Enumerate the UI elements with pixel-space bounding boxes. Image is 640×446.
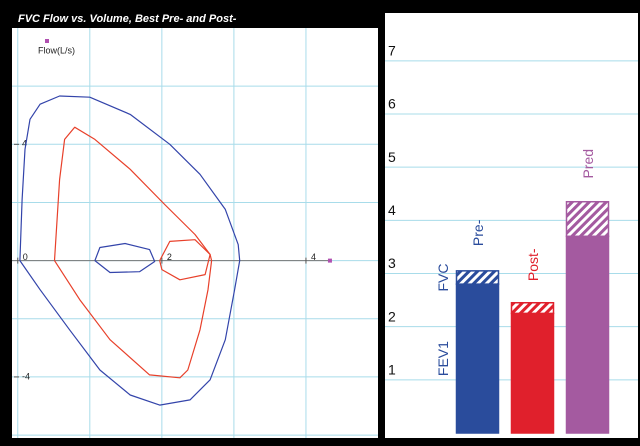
bar-segment <box>510 312 555 434</box>
category-label: Pre- <box>470 219 486 246</box>
bar-segment <box>565 235 610 434</box>
flow-volume-loop <box>159 239 211 281</box>
category-label: Post- <box>525 248 541 281</box>
flow-volume-loop <box>53 126 213 379</box>
flow-volume-loop <box>19 95 241 406</box>
flow-volume-loop <box>94 242 156 274</box>
bar-segment <box>455 283 500 434</box>
series-label: FEV1 <box>435 341 451 376</box>
panel-title: FVC Flow vs. Volume, Best Pre- and Post- <box>18 13 237 25</box>
y-tick-label: -4 <box>22 371 30 381</box>
bar-segment <box>455 270 500 285</box>
bar-segment <box>510 301 555 315</box>
y-tick-label: 6 <box>388 96 396 112</box>
x-tick-label: 2 <box>167 252 172 262</box>
y-tick-label: 4 <box>388 202 396 218</box>
y-tick-label: 1 <box>388 362 396 378</box>
y-tick-label: 2 <box>388 308 396 324</box>
y-axis-label: Flow(L/s) <box>38 45 75 55</box>
volume-marker <box>327 258 332 263</box>
x-tick-label: 0 <box>23 252 28 262</box>
bar-segment <box>565 200 610 238</box>
y-tick-label: 3 <box>388 255 396 271</box>
series-label: FVC <box>435 263 451 291</box>
x-tick-label: 4 <box>311 252 316 262</box>
legend-marker <box>45 39 49 43</box>
y-tick-label: 7 <box>388 43 396 59</box>
category-label: Pred <box>580 149 596 179</box>
y-tick-label: 5 <box>388 149 396 165</box>
y-tick-label: 4 <box>22 139 27 149</box>
